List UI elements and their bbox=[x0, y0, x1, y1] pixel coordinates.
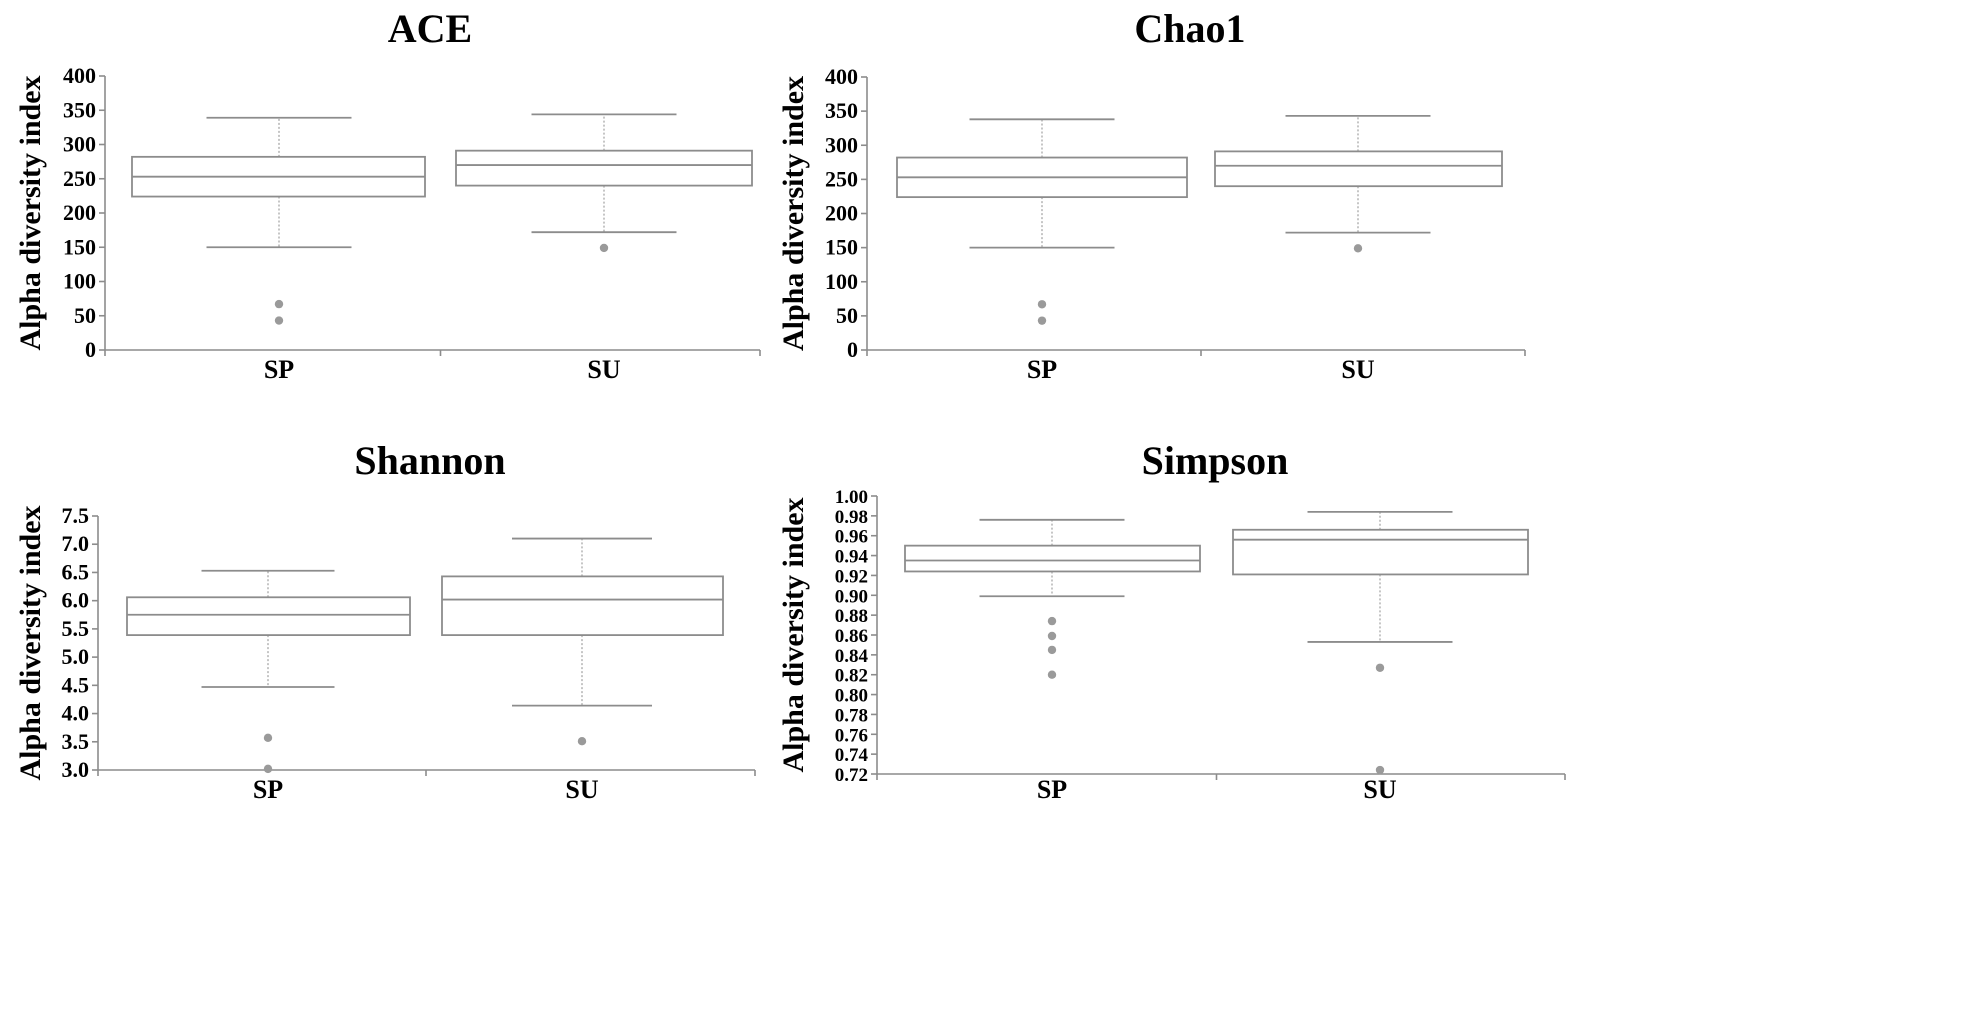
y-tick-label: 4.0 bbox=[62, 701, 90, 726]
x-category-label: SU bbox=[1341, 355, 1374, 384]
box-sp bbox=[904, 518, 1201, 679]
iqr-box bbox=[904, 544, 1201, 573]
iqr-box bbox=[126, 596, 411, 636]
y-tick-label: 200 bbox=[63, 200, 96, 225]
outlier-point bbox=[263, 764, 273, 774]
outlier-point bbox=[263, 733, 273, 743]
x-category-label: SU bbox=[565, 775, 598, 804]
y-tick-label: 400 bbox=[825, 64, 858, 89]
box-su bbox=[441, 537, 724, 746]
panel-simpson: Simpson Alpha diversity index 0.720.740.76… bbox=[777, 438, 1566, 804]
y-tick-label: 0.98 bbox=[835, 507, 868, 528]
outlier-point bbox=[1375, 663, 1385, 672]
y-tick-label: 7.5 bbox=[62, 503, 90, 528]
y-tick-label: 300 bbox=[63, 132, 96, 157]
outlier-point bbox=[577, 737, 587, 746]
outlier-point bbox=[1037, 316, 1047, 325]
chart-title: Chao1 bbox=[1134, 6, 1245, 51]
y-tick-label: 100 bbox=[825, 269, 858, 294]
outlier-point bbox=[1037, 300, 1047, 309]
y-tick-label: 0.90 bbox=[835, 586, 868, 607]
y-tick-label: 0.84 bbox=[835, 646, 869, 667]
y-axis-label: Alpha diversity index bbox=[777, 497, 810, 772]
panel-ace: ACE Alpha diversity index 0 50 100 150 200 250 3… bbox=[14, 6, 761, 384]
iqr-box bbox=[1214, 150, 1503, 188]
x-category-label: SP bbox=[1037, 775, 1067, 804]
y-tick-label: 3.0 bbox=[62, 757, 90, 782]
iqr-box bbox=[441, 575, 724, 636]
y-tick-label: 300 bbox=[825, 132, 858, 157]
y-tick-label: 150 bbox=[825, 235, 858, 260]
y-tick-label: 4.5 bbox=[62, 672, 90, 697]
iqr-box bbox=[455, 149, 753, 187]
y-tick-label: 0.88 bbox=[835, 606, 868, 627]
box-su bbox=[1214, 115, 1503, 253]
iqr-box bbox=[1232, 528, 1529, 576]
y-tick-label: 0.82 bbox=[835, 666, 868, 687]
y-tick-label: 100 bbox=[63, 269, 96, 294]
y-tick-label: 7.0 bbox=[62, 531, 90, 556]
chart-title: Simpson bbox=[1142, 438, 1289, 483]
panel-chao1: Chao1 Alpha diversity index 0 50 100 150 200 25… bbox=[777, 6, 1526, 384]
box-sp bbox=[896, 118, 1188, 325]
x-category-label: SU bbox=[1363, 775, 1396, 804]
chart-title: ACE bbox=[388, 6, 472, 51]
y-tick-label: 0.92 bbox=[835, 566, 868, 587]
y-tick-label: 50 bbox=[74, 303, 96, 328]
y-tick-label: 6.5 bbox=[62, 559, 90, 584]
y-tick-label: 50 bbox=[836, 303, 858, 328]
y-axis-label: Alpha diversity index bbox=[14, 505, 47, 780]
outlier-point bbox=[274, 299, 284, 309]
x-category-label: SU bbox=[587, 355, 620, 384]
chart-title: Shannon bbox=[354, 438, 505, 483]
y-tick-label: 0.94 bbox=[835, 547, 869, 568]
y-tick-label: 0 bbox=[847, 337, 858, 362]
outlier-point bbox=[1047, 670, 1057, 679]
y-axis-label: Alpha diversity index bbox=[777, 76, 810, 351]
y-tick-label: 0.76 bbox=[835, 725, 868, 746]
y-tick-label: 5.5 bbox=[62, 616, 90, 641]
outlier-point bbox=[1353, 244, 1363, 253]
box-sp bbox=[131, 116, 426, 325]
outlier-point bbox=[1047, 631, 1057, 641]
panel-shannon: Shannon Alpha diversity index 3.0 3.5 4.0 4.5… bbox=[14, 438, 756, 804]
y-tick-label: 5.0 bbox=[62, 644, 90, 669]
box-su bbox=[1232, 510, 1529, 775]
x-category-label: SP bbox=[264, 355, 294, 384]
y-tick-label: 350 bbox=[63, 97, 96, 122]
y-tick-label: 250 bbox=[825, 166, 858, 191]
x-category-label: SP bbox=[1027, 355, 1057, 384]
y-tick-label: 0.80 bbox=[835, 686, 868, 707]
y-axis-label: Alpha diversity index bbox=[14, 75, 47, 350]
y-tick-label: 0.96 bbox=[835, 527, 868, 548]
y-tick-label: 0.86 bbox=[835, 626, 868, 647]
y-tick-label: 250 bbox=[63, 166, 96, 191]
y-tick-label: 3.5 bbox=[62, 729, 90, 754]
y-tick-label: 0 bbox=[85, 337, 96, 362]
outlier-point bbox=[1047, 645, 1057, 655]
y-tick-label: 150 bbox=[63, 234, 96, 259]
y-tick-label: 0.78 bbox=[835, 705, 868, 726]
y-tick-label: 1.00 bbox=[835, 487, 868, 508]
box-su bbox=[455, 113, 753, 253]
box-sp bbox=[126, 569, 411, 774]
outlier-point bbox=[1047, 616, 1057, 626]
x-category-label: SP bbox=[253, 775, 283, 804]
y-tick-label: 6.0 bbox=[62, 588, 90, 613]
y-tick-label: 350 bbox=[825, 98, 858, 123]
y-tick-label: 200 bbox=[825, 201, 858, 226]
y-tick-label: 0.74 bbox=[835, 745, 869, 766]
outlier-point bbox=[1375, 765, 1385, 775]
y-tick-label: 400 bbox=[63, 63, 96, 88]
y-tick-label: 0.72 bbox=[835, 765, 868, 786]
outlier-point bbox=[274, 316, 284, 325]
outlier-point bbox=[599, 243, 609, 253]
